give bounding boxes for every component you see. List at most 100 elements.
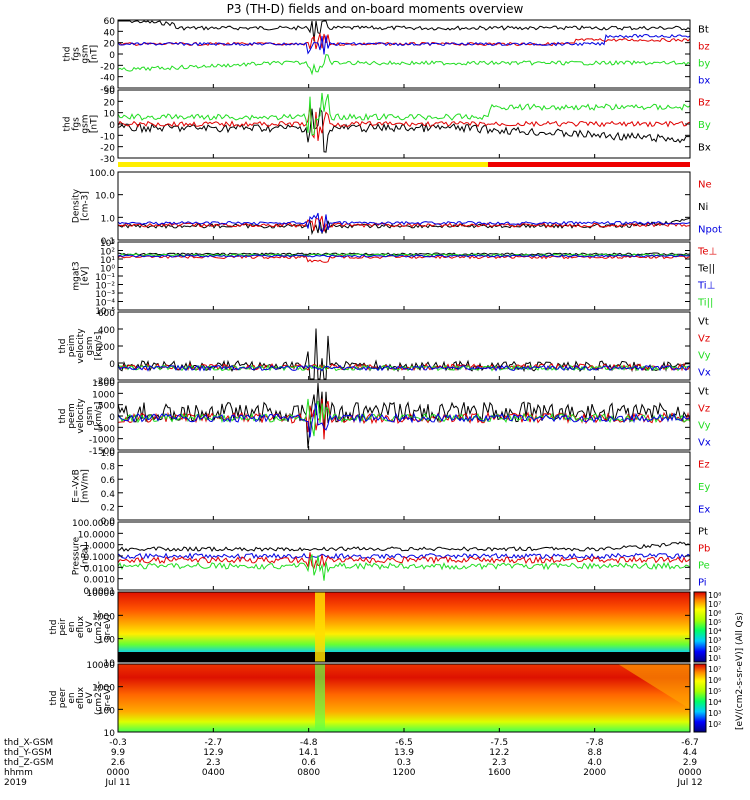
x-tick-label: 14.1: [299, 748, 319, 758]
y-axis-label: en: [67, 692, 77, 703]
y-axis-label: [mV/m]: [81, 469, 91, 503]
y-tick-label: 1000: [92, 390, 115, 400]
y-axis-label: peim: [67, 335, 77, 358]
x-tick-label: 0400: [202, 768, 225, 778]
colorbar-tick: 10⁶: [708, 676, 721, 685]
x-axis-row-label: 2019: [4, 778, 27, 788]
x-tick-label: 9.9: [111, 748, 126, 758]
y-tick-label: 10⁻¹: [95, 273, 115, 283]
y-tick-label: 10: [104, 659, 116, 669]
y-tick-label: 100.0: [89, 169, 115, 179]
colorbar-tick: 10⁷: [708, 600, 721, 609]
x-axis-row-label: hhmm: [4, 768, 33, 778]
vx-line: [117, 364, 691, 372]
npot-line: [117, 212, 691, 234]
y-tick-label: 10³: [100, 239, 115, 249]
y-axis-label: thd: [63, 117, 73, 132]
y-axis-label: eflux: [76, 615, 86, 638]
y-tick-label: 500: [98, 402, 115, 412]
electron-spectrogram-event-stripe: [315, 664, 325, 732]
y-axis-label: thd: [63, 47, 73, 62]
x-tick-label: -6.7: [681, 738, 699, 748]
x-tick-label: 12.2: [489, 748, 509, 758]
x-tick-label: 12.9: [203, 748, 223, 758]
y-tick-label: 1.0: [101, 449, 116, 459]
y-tick-label: 10⁻²: [95, 282, 115, 292]
chart-title: P3 (TH-D) fields and on-board moments ov…: [227, 2, 524, 16]
legend-entry: Vy: [698, 351, 711, 362]
ni-line: [117, 217, 691, 236]
y-axis-label: Pressure: [72, 536, 82, 575]
vx-e-line: [117, 403, 691, 438]
y-axis-label: [eV]: [81, 267, 91, 286]
legend-entry: Ez: [698, 459, 710, 470]
y-tick-label: 600: [98, 309, 115, 319]
legend-entry: By: [698, 120, 711, 131]
pb-line: [117, 552, 691, 570]
y-tick-label: 0.0: [101, 517, 116, 527]
y-tick-label: 10⁰: [100, 265, 115, 275]
y-axis-label: thd: [58, 339, 68, 354]
ion-spectrogram-event-stripe: [315, 592, 325, 662]
legend-entry: Pb: [698, 544, 710, 555]
y-axis-label: (cm2-s-: [94, 681, 104, 715]
x-tick-label: 0.6: [302, 758, 317, 768]
legend-entry: Vx: [698, 368, 711, 379]
y-axis-label: [km/s]: [94, 332, 104, 361]
y-tick-label: 30: [104, 87, 116, 97]
y-tick-label: 10.0: [95, 192, 115, 202]
bt-line: [118, 20, 691, 42]
y-tick-label: 10.0000: [78, 530, 115, 540]
legend-entry: Pe: [698, 561, 710, 572]
legend-entry: bz: [698, 42, 710, 53]
y-axis-label: en: [67, 621, 77, 632]
y-axis-label: gsm: [81, 114, 91, 133]
y-tick-label: 10000: [86, 661, 115, 671]
x-tick-label: 4.4: [683, 748, 698, 758]
mode-bar-fast: [488, 162, 690, 167]
y-tick-label: 0.6: [101, 476, 116, 486]
x-axis-row-label: thd_X-GSM: [4, 738, 53, 748]
x-tick-label: 2.6: [111, 758, 126, 768]
colorbar-tick: 10⁵: [708, 618, 721, 627]
y-tick-label: 0: [109, 51, 115, 61]
y-tick-label: 0.0001: [84, 587, 116, 597]
colorbar-tick: 10²: [708, 645, 721, 654]
y-tick-label: 200: [98, 343, 115, 353]
by2-line: [117, 92, 691, 136]
y-axis-label: thd: [58, 409, 68, 424]
colorbar-tick: 10²: [708, 720, 721, 729]
y-axis-label: [km/s]: [94, 402, 104, 431]
y-axis-label: peem: [67, 403, 77, 429]
ti-perp-line: [117, 254, 691, 258]
y-tick-label: 1000: [92, 684, 115, 694]
y-tick-label: 10: [104, 729, 116, 739]
y-tick-label: 1.0000: [84, 542, 116, 552]
y-axis-label: (cm2-s-: [94, 610, 104, 644]
y-tick-label: -1000: [89, 436, 115, 446]
y-tick-label: 0.4: [101, 490, 116, 500]
vy-e-line: [117, 398, 691, 437]
x-tick-label: -4.8: [300, 738, 318, 748]
x-tick-label: -2.7: [205, 738, 223, 748]
legend-entry: by: [698, 59, 710, 70]
y-tick-label: -200: [95, 377, 116, 387]
y-axis-label: velocity: [76, 398, 86, 434]
x-tick-label: 2.3: [206, 758, 220, 768]
y-tick-label: 1.0: [101, 214, 116, 224]
y-axis-label: Density: [72, 188, 82, 223]
legend-entry: Pi: [698, 578, 707, 589]
x-tick-label: 4.0: [588, 758, 603, 768]
y-tick-label: 0: [109, 121, 115, 131]
y-tick-label: 40: [104, 28, 116, 38]
y-tick-label: 10⁻³: [95, 290, 115, 300]
legend-entry: Te||: [697, 264, 715, 275]
x-tick-label: 1600: [488, 768, 511, 778]
x-axis-row-label: thd_Z-GSM: [4, 758, 53, 768]
colorbar-tick: 10⁶: [708, 609, 721, 618]
legend-entry: Vz: [698, 404, 710, 415]
y-tick-label: 1000: [92, 612, 115, 622]
y-tick-label: 10²: [100, 248, 115, 258]
x-tick-label: -0.3: [109, 738, 127, 748]
legend-entry: Bz: [698, 97, 710, 108]
